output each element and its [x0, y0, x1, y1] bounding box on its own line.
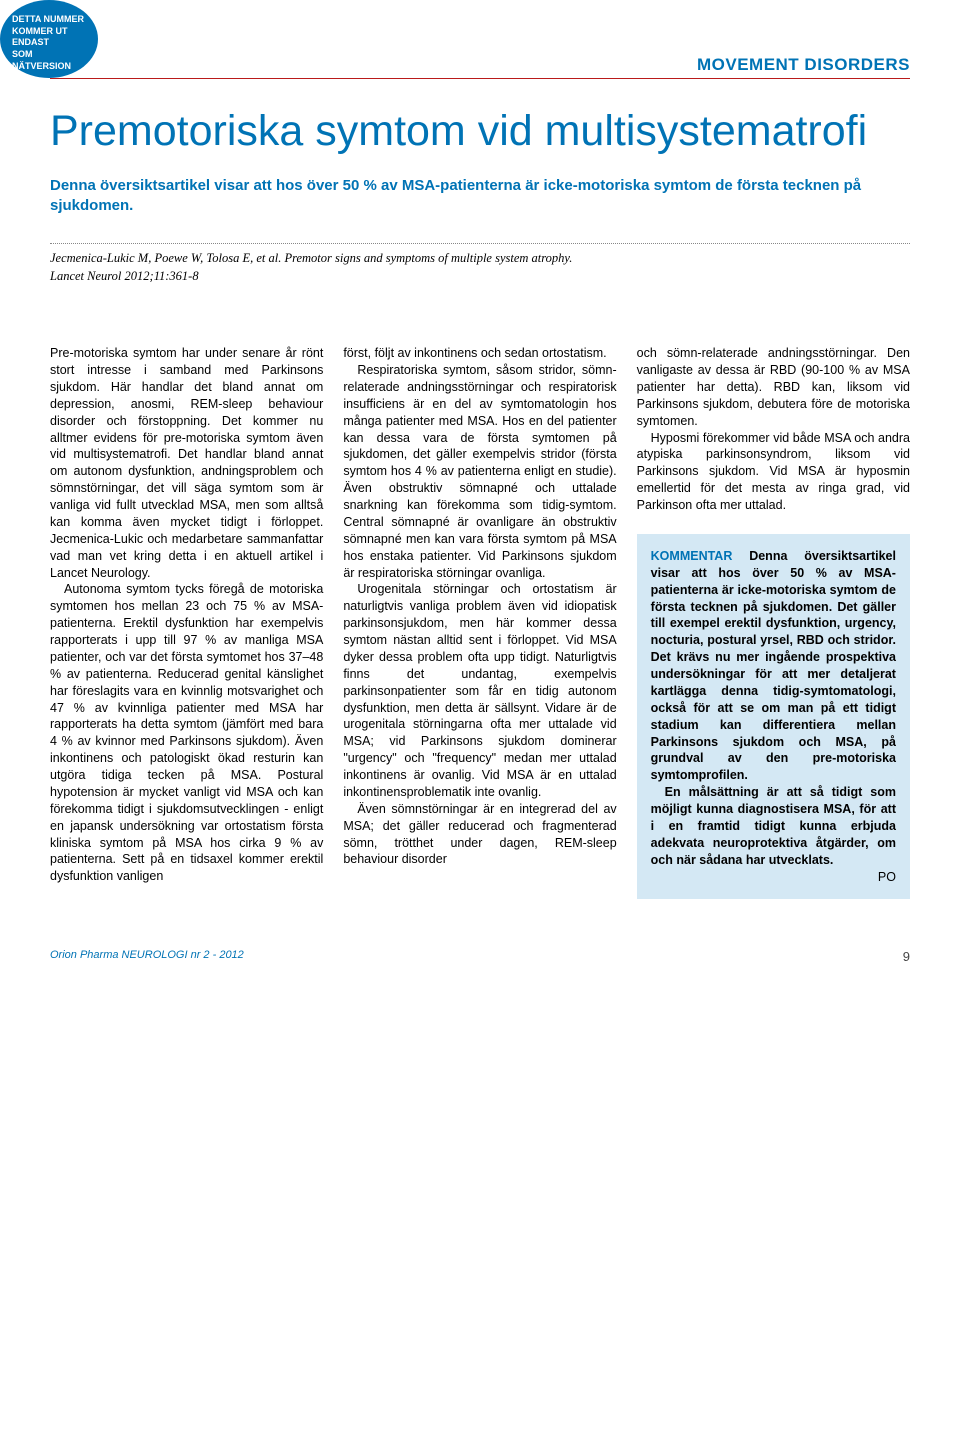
col2-p3: Urogenitala störningar och ortostatism ä…	[343, 581, 616, 800]
col2-p1: först, följt av inkontinens och sedan or…	[343, 345, 616, 362]
column-3: och sömn-relaterade andningsstörningar. …	[637, 345, 910, 899]
kommentar-text1: Denna översiktsartikel visar att hos öve…	[651, 549, 896, 782]
kommentar-box: KOMMENTAR Denna översiktsartikel visar a…	[637, 534, 910, 900]
column-2: först, följt av inkontinens och sedan or…	[343, 345, 616, 899]
col2-p4: Även sömnstörningar är en integrerad del…	[343, 801, 616, 869]
badge-line3: SOM NÄTVERSION	[12, 49, 86, 72]
page-footer: Orion Pharma NEUROLOGI nr 2 - 2012 9	[50, 949, 910, 964]
kommentar-p2: En målsättning är att så tidigt som möjl…	[651, 784, 896, 868]
citation-source: Lancet Neurol 2012;11:361-8	[50, 269, 199, 283]
col1-p2: Autonoma symtom tycks föregå de motorisk…	[50, 581, 323, 885]
body-columns: Pre-motoriska symtom har under senare år…	[50, 345, 910, 899]
col3-p1: och sömn-relaterade andningsstörningar. …	[637, 345, 910, 429]
kommentar-p1: KOMMENTAR Denna översiktsartikel visar a…	[651, 548, 896, 784]
kommentar-label: KOMMENTAR	[651, 549, 733, 563]
article-lead: Denna översiktsartikel visar att hos öve…	[50, 176, 910, 215]
badge-line2: KOMMER UT ENDAST	[12, 26, 86, 49]
column-1: Pre-motoriska symtom har under senare år…	[50, 345, 323, 899]
col3-p2: Hyposmi förekommer vid både MSA och andr…	[637, 430, 910, 514]
citation-authors: Jecmenica-Lukic M, Poewe W, Tolosa E, et…	[50, 251, 572, 265]
article-headline: Premotoriska symtom vid multisystematrof…	[50, 109, 910, 154]
category-label: MOVEMENT DISORDERS	[50, 55, 910, 79]
footer-pagenum: 9	[903, 949, 910, 964]
col1-p1: Pre-motoriska symtom har under senare år…	[50, 345, 323, 581]
badge-line1: DETTA NUMMER	[12, 14, 86, 26]
dotted-divider	[50, 243, 910, 244]
kommentar-signature: PO	[651, 869, 896, 886]
citation-block: Jecmenica-Lukic M, Poewe W, Tolosa E, et…	[50, 250, 910, 285]
web-edition-badge: DETTA NUMMER KOMMER UT ENDAST SOM NÄTVER…	[0, 0, 98, 78]
footer-journal: Orion Pharma NEUROLOGI nr 2 - 2012	[50, 949, 244, 964]
col2-p2: Respiratoriska symtom, såsom stridor, sö…	[343, 362, 616, 581]
